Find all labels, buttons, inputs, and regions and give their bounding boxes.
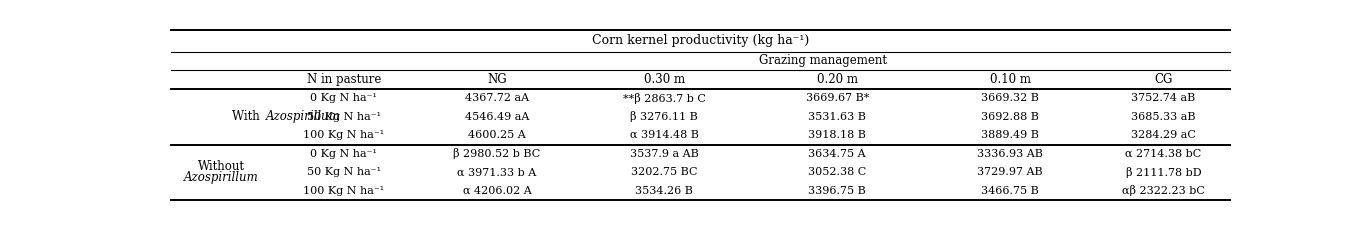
Text: 3466.75 B: 3466.75 B: [982, 186, 1039, 196]
Text: 3396.75 B: 3396.75 B: [808, 186, 867, 196]
Text: 3534.26 B: 3534.26 B: [636, 186, 693, 196]
Text: Azospirillum: Azospirillum: [267, 110, 340, 123]
Text: 3918.18 B: 3918.18 B: [808, 130, 867, 140]
Text: 3202.75 BC: 3202.75 BC: [632, 167, 697, 177]
Text: 0.30 m: 0.30 m: [644, 73, 685, 86]
Text: 100 Kg N ha⁻¹: 100 Kg N ha⁻¹: [303, 186, 384, 196]
Text: β 2980.52 b BC: β 2980.52 b BC: [454, 148, 541, 159]
Text: With: With: [232, 110, 267, 123]
Text: 100 Kg N ha⁻¹: 100 Kg N ha⁻¹: [303, 130, 384, 140]
Text: 3889.49 B: 3889.49 B: [982, 130, 1039, 140]
Text: 4600.25 A: 4600.25 A: [468, 130, 526, 140]
Text: 0 Kg N ha⁻¹: 0 Kg N ha⁻¹: [310, 149, 377, 159]
Text: β 2111.78 bD: β 2111.78 bD: [1125, 167, 1202, 178]
Text: Corn kernel productivity (kg ha⁻¹): Corn kernel productivity (kg ha⁻¹): [592, 34, 809, 47]
Text: αβ 2322.23 bC: αβ 2322.23 bC: [1122, 185, 1204, 196]
Text: N in pasture: N in pasture: [306, 73, 381, 86]
Text: NG: NG: [487, 73, 507, 86]
Text: 0.10 m: 0.10 m: [990, 73, 1031, 86]
Text: 50 Kg N ha⁻¹: 50 Kg N ha⁻¹: [306, 167, 381, 177]
Text: **β 2863.7 b C: **β 2863.7 b C: [623, 93, 705, 104]
Text: Azospirillum: Azospirillum: [183, 171, 258, 184]
Text: α 3914.48 B: α 3914.48 B: [630, 130, 699, 140]
Text: α 2714.38 bC: α 2714.38 bC: [1125, 149, 1202, 159]
Text: 3537.9 a AB: 3537.9 a AB: [630, 149, 699, 159]
Text: 3729.97 AB: 3729.97 AB: [977, 167, 1043, 177]
Text: Without: Without: [198, 160, 245, 173]
Text: 3669.32 B: 3669.32 B: [982, 93, 1039, 103]
Text: 3692.88 B: 3692.88 B: [982, 112, 1039, 122]
Text: 50 Kg N ha⁻¹: 50 Kg N ha⁻¹: [306, 112, 381, 122]
Text: 3531.63 B: 3531.63 B: [808, 112, 867, 122]
Text: 3669.67 B*: 3669.67 B*: [805, 93, 869, 103]
Text: 3685.33 aB: 3685.33 aB: [1131, 112, 1196, 122]
Text: α 3971.33 b A: α 3971.33 b A: [458, 167, 537, 177]
Text: 0 Kg N ha⁻¹: 0 Kg N ha⁻¹: [310, 93, 377, 103]
Text: 4367.72 aA: 4367.72 aA: [465, 93, 529, 103]
Text: β 3276.11 B: β 3276.11 B: [630, 111, 699, 122]
Text: 3634.75 A: 3634.75 A: [808, 149, 867, 159]
Text: 3052.38 C: 3052.38 C: [808, 167, 867, 177]
Text: 3336.93 AB: 3336.93 AB: [977, 149, 1043, 159]
Text: Grazing management: Grazing management: [759, 55, 887, 68]
Text: α 4206.02 A: α 4206.02 A: [462, 186, 532, 196]
Text: 3284.29 aC: 3284.29 aC: [1131, 130, 1196, 140]
Text: 0.20 m: 0.20 m: [816, 73, 857, 86]
Text: 3752.74 aB: 3752.74 aB: [1132, 93, 1196, 103]
Text: CG: CG: [1154, 73, 1173, 86]
Text: 4546.49 aA: 4546.49 aA: [465, 112, 529, 122]
